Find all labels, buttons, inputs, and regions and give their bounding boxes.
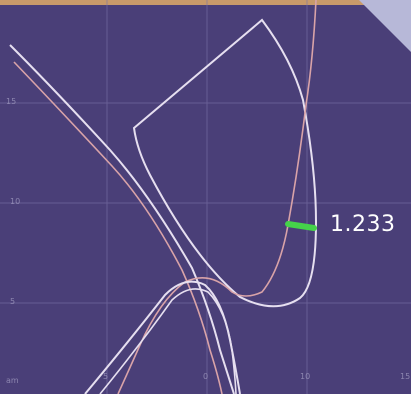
corner-fold	[359, 0, 411, 52]
x-tick-label: am	[6, 376, 19, 385]
top-strip	[0, 0, 411, 5]
x-tick-label: 10	[300, 372, 311, 381]
x-tick-label: 0	[203, 372, 209, 381]
y-tick-label: 15	[6, 97, 17, 106]
measurement-marker[interactable]	[285, 221, 317, 231]
bottom-curve-b	[99, 288, 237, 394]
y-tick-label: 10	[10, 197, 21, 206]
loop-curve	[132, 18, 318, 308]
x-tick-label: 5	[103, 372, 109, 381]
x-tick-label: 15	[400, 372, 411, 381]
diagonal-curve-a	[9, 44, 235, 394]
measurement-readout: 1.233	[330, 212, 396, 237]
diagonal-curve-b	[13, 61, 223, 394]
y-tick-label: 5	[10, 297, 16, 306]
vertical-curve	[117, 0, 317, 394]
